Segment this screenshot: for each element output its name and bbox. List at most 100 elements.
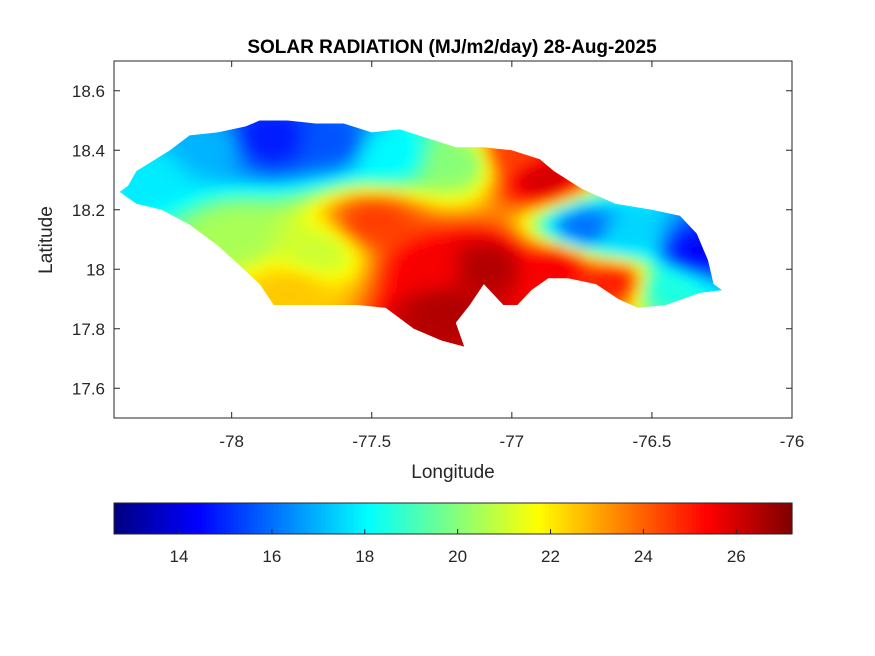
heatmap-cell bbox=[338, 299, 345, 306]
heatmap-cell bbox=[416, 305, 423, 312]
heatmap-cell bbox=[528, 251, 535, 259]
heatmap-cell bbox=[450, 299, 457, 306]
heatmap-cell bbox=[635, 299, 642, 306]
heatmap-cell bbox=[366, 299, 373, 306]
heatmap-cell bbox=[562, 233, 569, 241]
heatmap-cell bbox=[472, 275, 479, 282]
heatmap-cell bbox=[489, 174, 496, 181]
heatmap-cell bbox=[293, 233, 300, 241]
heatmap-cell bbox=[506, 287, 513, 294]
heatmap-cell bbox=[383, 287, 390, 294]
heatmap-cell bbox=[635, 245, 642, 253]
colorbar-segment bbox=[241, 503, 247, 534]
heatmap-cell bbox=[607, 257, 614, 265]
heatmap-cell bbox=[685, 269, 692, 276]
heatmap-cell bbox=[170, 168, 177, 175]
heatmap-cell bbox=[259, 174, 267, 181]
heatmap-cell bbox=[237, 180, 244, 187]
heatmap-cell bbox=[489, 245, 496, 253]
heatmap-cell bbox=[220, 221, 227, 229]
heatmap-cell bbox=[326, 251, 334, 259]
heatmap-cell bbox=[315, 269, 323, 276]
heatmap-cell bbox=[511, 168, 519, 175]
heatmap-cell bbox=[354, 287, 362, 294]
heatmap-cell bbox=[635, 251, 642, 259]
heatmap-cell bbox=[416, 150, 423, 157]
heatmap-cell bbox=[601, 257, 608, 265]
heatmap-cell bbox=[472, 269, 479, 276]
heatmap-cell bbox=[293, 245, 300, 253]
heatmap-cell bbox=[377, 209, 384, 217]
heatmap-cell bbox=[399, 239, 407, 247]
heatmap-cell bbox=[444, 305, 451, 312]
heatmap-cell bbox=[495, 197, 502, 205]
heatmap-cell bbox=[254, 126, 261, 134]
heatmap-cell bbox=[298, 263, 306, 270]
heatmap-cell bbox=[220, 215, 227, 223]
heatmap-cell bbox=[293, 180, 300, 187]
heatmap-cell bbox=[343, 275, 351, 282]
heatmap-cell bbox=[478, 233, 485, 241]
colorbar-segment bbox=[532, 503, 538, 534]
heatmap-cell bbox=[388, 191, 395, 199]
heatmap-cell bbox=[640, 269, 648, 276]
heatmap-cell bbox=[203, 215, 211, 223]
heatmap-cell bbox=[388, 239, 395, 247]
heatmap-cell bbox=[338, 287, 345, 294]
heatmap-cell bbox=[467, 293, 474, 300]
heatmap-cell bbox=[209, 180, 216, 187]
heatmap-cell bbox=[511, 269, 519, 276]
heatmap-cell bbox=[623, 299, 631, 306]
heatmap-cell bbox=[153, 156, 160, 163]
heatmap-cell bbox=[130, 191, 138, 199]
heatmap-cell bbox=[282, 162, 289, 169]
heatmap-cell bbox=[226, 209, 233, 217]
heatmap-cell bbox=[377, 203, 384, 211]
heatmap-cell bbox=[399, 299, 407, 306]
heatmap-cell bbox=[405, 245, 412, 253]
heatmap-cell bbox=[478, 239, 485, 247]
heatmap-cell bbox=[214, 191, 222, 199]
heatmap-cell bbox=[433, 316, 440, 324]
heatmap-cell bbox=[198, 138, 205, 146]
heatmap-cell bbox=[338, 132, 345, 140]
heatmap-cell bbox=[679, 293, 687, 300]
heatmap-cell bbox=[506, 251, 513, 259]
colorbar-segment bbox=[409, 503, 414, 534]
heatmap-cell bbox=[259, 162, 267, 169]
colorbar-segment bbox=[784, 503, 789, 534]
heatmap-cell bbox=[276, 168, 283, 175]
heatmap-cell bbox=[455, 239, 463, 247]
colorbar-segment bbox=[504, 503, 510, 534]
heatmap-cell bbox=[377, 191, 384, 199]
heatmap-cell bbox=[584, 257, 592, 265]
heatmap-cell bbox=[248, 126, 255, 134]
heatmap-cell bbox=[383, 221, 390, 229]
heatmap-cell bbox=[444, 168, 451, 175]
heatmap-cell bbox=[248, 239, 255, 247]
heatmap-cell bbox=[517, 251, 524, 259]
heatmap-cell bbox=[360, 299, 367, 306]
heatmap-cell bbox=[433, 328, 440, 336]
chart-title: SOLAR RADIATION (MJ/m2/day) 28-Aug-2025 bbox=[247, 37, 657, 58]
heatmap-cell bbox=[282, 120, 289, 122]
colorbar-segment bbox=[580, 503, 586, 534]
heatmap-cell bbox=[371, 197, 379, 205]
heatmap-cell bbox=[657, 233, 664, 241]
heatmap-cell bbox=[629, 215, 636, 223]
heatmap-cell bbox=[511, 227, 519, 235]
colorbar-segment bbox=[333, 503, 338, 534]
heatmap-cell bbox=[349, 209, 356, 217]
heatmap-cell bbox=[517, 233, 524, 241]
heatmap-cell bbox=[248, 257, 255, 265]
heatmap-cell bbox=[444, 215, 451, 223]
heatmap-cell bbox=[439, 316, 446, 324]
heatmap-cell bbox=[517, 156, 524, 163]
heatmap-cell bbox=[220, 203, 227, 211]
heatmap-cell bbox=[651, 227, 659, 235]
heatmap-cell bbox=[511, 257, 519, 265]
heatmap-cell bbox=[248, 227, 255, 235]
heatmap-cell bbox=[411, 245, 418, 253]
heatmap-cell bbox=[265, 203, 272, 211]
heatmap-cell bbox=[377, 293, 384, 300]
